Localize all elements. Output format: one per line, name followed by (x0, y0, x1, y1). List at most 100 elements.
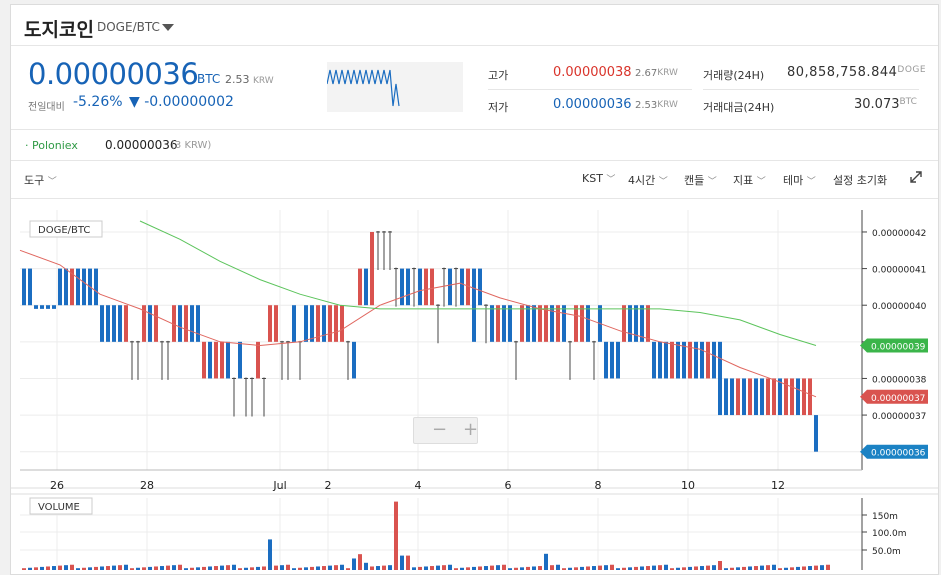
volume-bar (436, 565, 440, 570)
high-value: 0.00000038 (553, 65, 632, 80)
volume-bar (82, 567, 86, 570)
volume-bar (718, 561, 722, 570)
timezone-menu[interactable]: KST ﹀ (582, 172, 615, 185)
candle-up (580, 305, 584, 342)
volume-bar (574, 567, 578, 570)
coin-header: 도지코인 DOGE/BTC (11, 5, 938, 46)
candle-down (616, 341, 620, 379)
caret-down-icon[interactable] (162, 24, 174, 31)
volume-bar (646, 566, 650, 570)
candle-up (202, 341, 206, 379)
volume-bar (628, 567, 632, 570)
moving-averages (19, 220, 817, 398)
indicators-menu[interactable]: 지표 ﹀ (733, 172, 766, 188)
sparkline-svg (326, 69, 400, 107)
volume-bar (316, 566, 320, 570)
volume-bar (292, 568, 296, 570)
stats-divider-right (703, 89, 919, 90)
candle-down (52, 305, 56, 309)
chart-type-menu[interactable]: 캔들 ﹀ (684, 172, 717, 188)
high-krw-value: 2.67 (635, 68, 658, 79)
candle-up (316, 305, 320, 342)
volume-bar (418, 566, 422, 570)
x-tick-label: 28 (140, 479, 154, 492)
volume-bar (322, 566, 326, 570)
candle-down (658, 341, 662, 379)
high-krw: 2.67 KRW (635, 68, 678, 79)
volume-bar (640, 566, 644, 570)
chevron-down-icon: ﹀ (47, 177, 57, 187)
exchange-name[interactable]: · Poloniex (25, 139, 78, 152)
theme-menu[interactable]: 테마 ﹀ (783, 172, 816, 188)
zoom-in-icon[interactable]: + (463, 419, 479, 440)
high-label: 고가 (488, 69, 509, 82)
candle-down (778, 378, 782, 416)
candle-down (40, 305, 44, 309)
candle-down (760, 378, 764, 416)
stats-divider-left (488, 89, 692, 90)
chevron-down-icon: ﹀ (806, 177, 816, 187)
candle-up (622, 305, 626, 342)
volume-bar (232, 564, 236, 570)
y-tick-label: 0.00000040 (872, 302, 927, 312)
volume-bar (334, 565, 338, 570)
sparkline-line (326, 69, 400, 107)
volume-bar (478, 566, 482, 570)
volume-bar (802, 566, 806, 570)
volume-bar (52, 566, 56, 570)
candle-up (772, 378, 776, 416)
chart-title-bg (29, 220, 103, 238)
ma-long-line (139, 220, 817, 346)
exchange-krw: (3 KRW) (171, 140, 212, 151)
volume-bar (634, 566, 638, 570)
x-tick-label: 12 (771, 479, 785, 492)
volume-bar (214, 566, 218, 570)
volume-bar (142, 567, 146, 570)
volume-bar (472, 566, 476, 570)
candle-down (100, 305, 104, 342)
volume-bar (328, 565, 332, 570)
high-krw-unit: KRW (657, 68, 678, 78)
volume-bar (532, 566, 536, 570)
volume-bar (424, 566, 428, 570)
candle-down (292, 305, 296, 342)
chart-type-menu-label: 캔들 (684, 174, 705, 187)
candle-down (76, 268, 80, 306)
volume-bar (748, 566, 752, 570)
volume-bar (256, 566, 260, 570)
volume-bar (664, 564, 668, 570)
candle-down (310, 305, 314, 342)
volume-title: VOLUME (38, 502, 80, 513)
candle-up (766, 378, 770, 416)
volume-bar (268, 539, 272, 570)
candle-down (508, 305, 512, 342)
volume-bar (208, 566, 212, 570)
turnover-number: 30.073 (854, 97, 900, 112)
volume-bar (400, 555, 404, 570)
volume-bar (130, 568, 134, 570)
reset-settings-button[interactable]: 설정 초기화 (833, 174, 888, 187)
candle-down (472, 268, 476, 342)
candle-up (214, 341, 218, 379)
volume-bar (370, 566, 374, 570)
volume-bar (262, 566, 266, 570)
volume-number: 80,858,758.844 (787, 65, 898, 80)
x-tick-label: 26 (50, 479, 64, 492)
low-krw: 2.53 KRW (635, 100, 678, 111)
price-krw-unit: KRW (253, 76, 274, 86)
candle-up (274, 305, 278, 342)
tools-menu[interactable]: 도구 ﹀ (24, 172, 57, 188)
candle-down (460, 268, 464, 306)
x-tick-label: 8 (595, 479, 602, 492)
candle-down (58, 268, 62, 306)
x-tick-label: 10 (681, 479, 695, 492)
expand-icon[interactable] (909, 170, 923, 187)
price-tag-label: 0.00000039 (871, 342, 926, 352)
coin-name: 도지코인 (24, 19, 94, 41)
chart-toolbar: 도구 ﹀ KST ﹀ 4시간 ﹀ 캔들 ﹀ 지표 ﹀ 테마 ﹀ 설정 초기화 (11, 162, 938, 199)
volume-bar (136, 567, 140, 570)
zoom-out-icon[interactable]: − (432, 419, 448, 440)
interval-menu[interactable]: 4시간 ﹀ (628, 172, 668, 188)
volume-bar (388, 565, 392, 570)
